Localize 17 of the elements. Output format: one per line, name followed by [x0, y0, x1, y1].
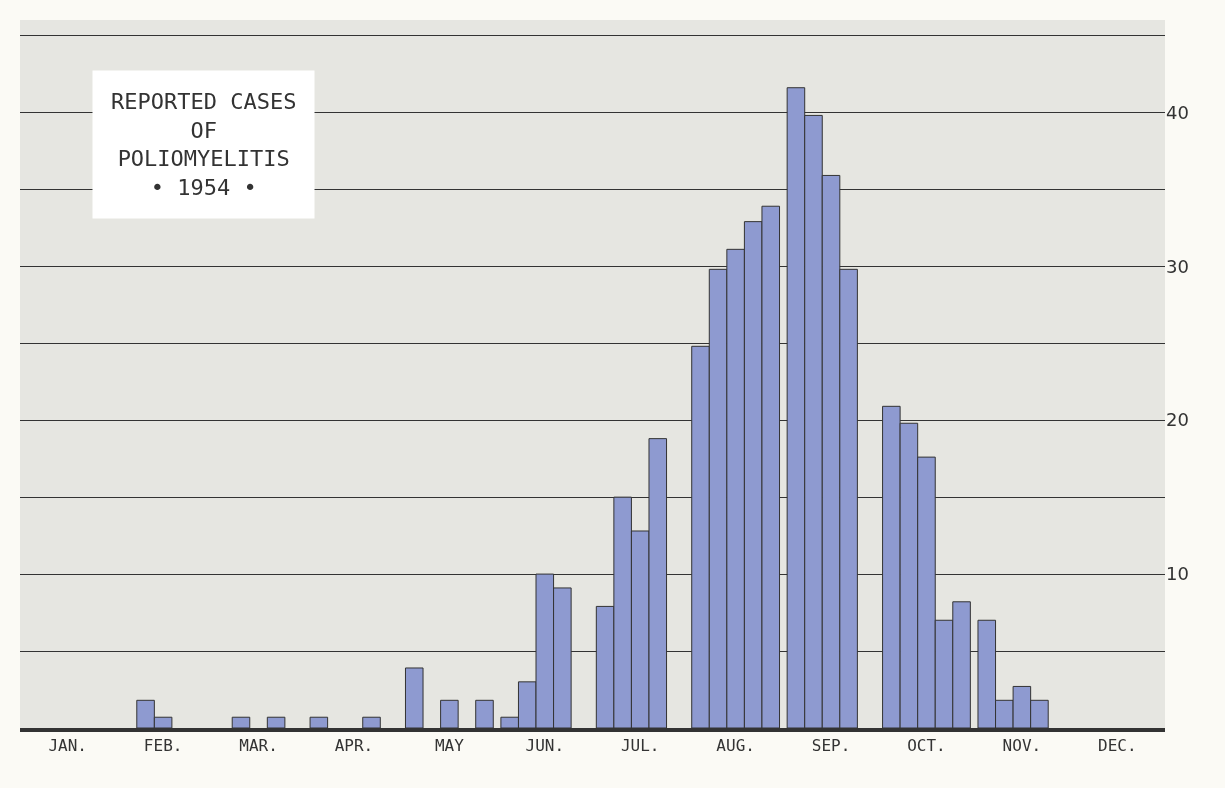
x-tick-label: JUL. [620, 736, 660, 756]
x-tick-label: APR. [334, 736, 374, 756]
x-tick-label: MAR. [239, 736, 278, 756]
x-tick-label: FEB. [143, 736, 183, 756]
y-tick-label: 10 [1166, 563, 1189, 585]
y-tick-label: 30 [1166, 255, 1189, 277]
y-tick-label: 40 [1166, 101, 1189, 123]
text: REPORTED CASES OF POLIOMYELITIS • 1954 • [111, 89, 297, 200]
x-tick-label: AUG. [716, 736, 755, 756]
x-tick-label: OCT. [907, 736, 946, 756]
x-tick-label: JUN. [525, 736, 565, 756]
x-tick-label: NOV. [1002, 736, 1042, 756]
x-tick-label: JAN. [48, 736, 87, 756]
x-tick-label: DEC. [1098, 736, 1137, 756]
x-tick-label: SEP. [811, 736, 851, 756]
x-tick-label: MAY [434, 736, 465, 756]
y-tick-label: 20 [1166, 409, 1189, 431]
